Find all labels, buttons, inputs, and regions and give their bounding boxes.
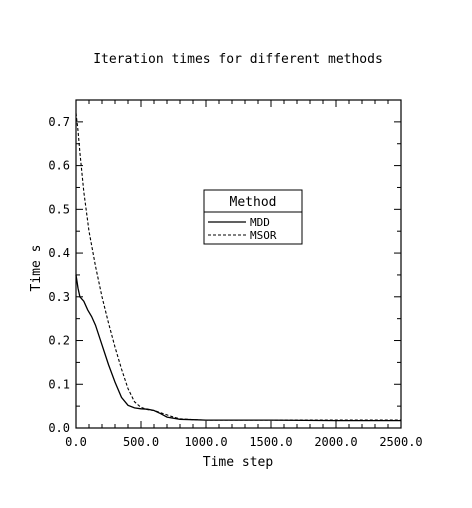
legend: Method MDD MSOR bbox=[203, 189, 303, 245]
x-tick-label: 2000.0 bbox=[314, 435, 357, 449]
y-tick-label: 0.3 bbox=[48, 290, 70, 304]
y-tick-label: 0.0 bbox=[48, 421, 70, 435]
y-tick-label: 0.7 bbox=[48, 115, 70, 129]
x-tick-label: 2500.0 bbox=[379, 435, 422, 449]
y-tick-label: 0.1 bbox=[48, 377, 70, 391]
y-tick-labels: 0.0 0.1 0.2 0.3 0.4 0.5 0.6 0.7 bbox=[48, 115, 70, 435]
legend-label-msor: MSOR bbox=[250, 229, 277, 242]
y-axis-label: Time s bbox=[29, 245, 44, 292]
axis-ticks bbox=[75, 99, 402, 429]
x-tick-label: 0.0 bbox=[65, 435, 87, 449]
y-tick-label: 0.4 bbox=[48, 246, 70, 260]
legend-title: Method bbox=[230, 195, 277, 210]
y-tick-label: 0.2 bbox=[48, 334, 70, 348]
x-tick-label: 1500.0 bbox=[249, 435, 292, 449]
x-tick-labels: 0.0 500.0 1000.0 1500.0 2000.0 2500.0 bbox=[65, 435, 423, 449]
plot-frame bbox=[75, 99, 402, 429]
chart-title: Iteration times for different methods bbox=[93, 52, 383, 67]
y-tick-label: 0.6 bbox=[48, 159, 70, 173]
series-line-mdd bbox=[75, 274, 401, 422]
x-tick-label: 1000.0 bbox=[184, 435, 227, 449]
legend-label-mdd: MDD bbox=[250, 216, 270, 229]
x-axis-label: Time step bbox=[203, 455, 274, 470]
y-tick-label: 0.5 bbox=[48, 202, 70, 216]
x-tick-label: 500.0 bbox=[123, 435, 159, 449]
series-lines bbox=[75, 113, 401, 422]
series-line-msor bbox=[75, 113, 401, 421]
